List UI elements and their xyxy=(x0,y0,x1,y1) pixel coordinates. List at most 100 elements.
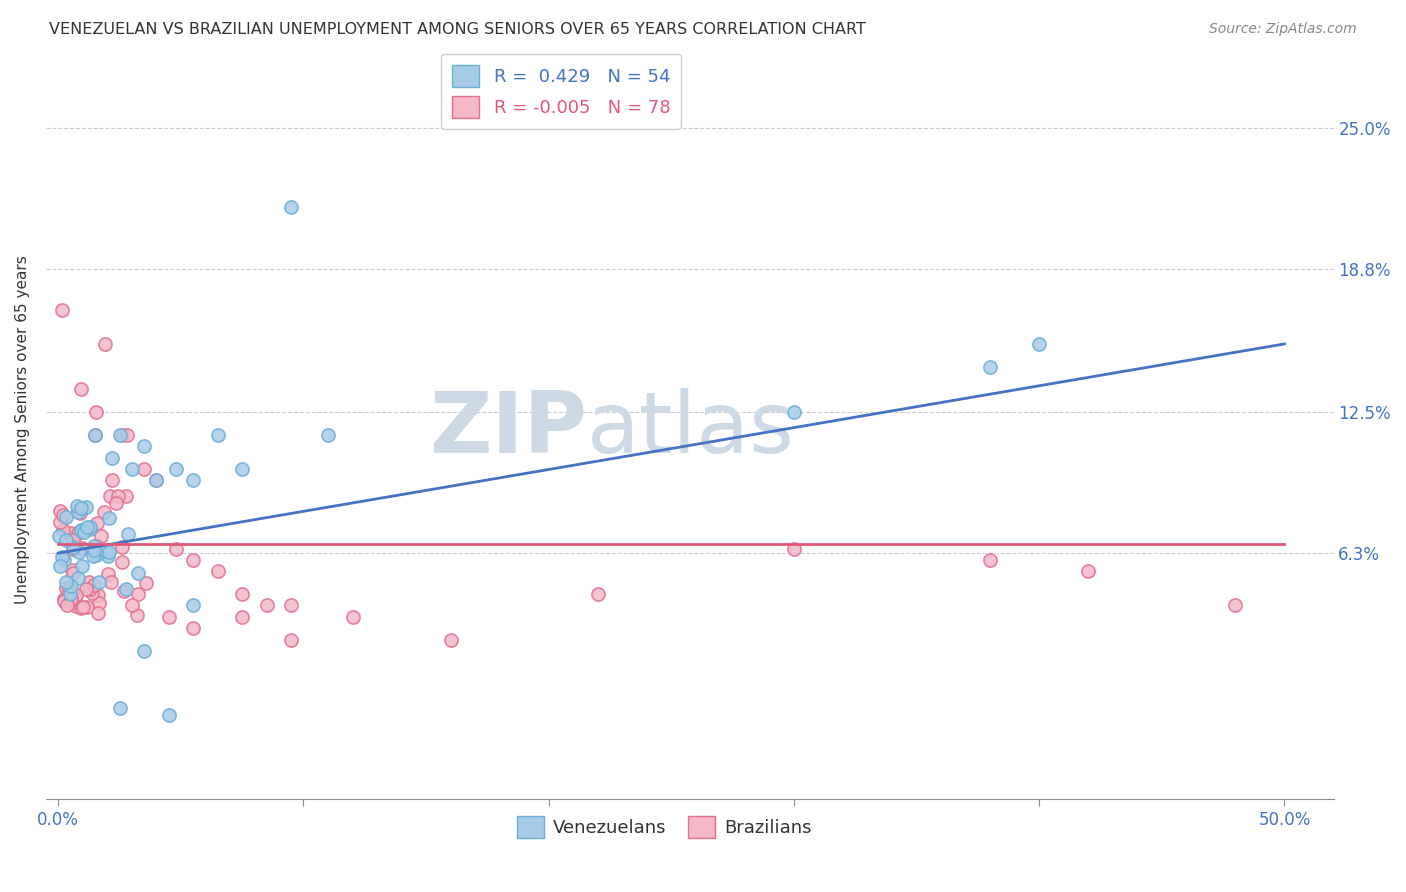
Point xyxy=(53,553,76,567)
Point xyxy=(87,588,110,602)
Point xyxy=(256,599,278,613)
Point xyxy=(280,599,302,613)
Point xyxy=(181,474,204,488)
Point xyxy=(70,524,93,538)
Point xyxy=(89,596,111,610)
Point xyxy=(59,579,82,593)
Point xyxy=(97,510,120,524)
Point xyxy=(72,559,94,574)
Point xyxy=(55,575,77,590)
Point xyxy=(1077,565,1099,579)
Text: ZIP: ZIP xyxy=(429,388,586,471)
Point xyxy=(70,601,93,615)
Point xyxy=(66,571,89,585)
Point xyxy=(84,539,107,553)
Point xyxy=(52,523,75,537)
Point xyxy=(69,506,91,520)
Point xyxy=(82,549,104,564)
Point xyxy=(112,584,135,599)
Point xyxy=(65,588,87,602)
Text: Source: ZipAtlas.com: Source: ZipAtlas.com xyxy=(1209,22,1357,37)
Point xyxy=(94,544,117,558)
Point xyxy=(66,505,89,519)
Point xyxy=(145,474,167,488)
Point xyxy=(79,519,101,533)
Point xyxy=(48,504,70,518)
Point xyxy=(115,489,138,503)
Point xyxy=(77,574,100,589)
Point xyxy=(107,489,129,503)
Point xyxy=(79,522,101,536)
Point xyxy=(56,598,79,612)
Point xyxy=(58,582,80,596)
Point xyxy=(53,594,76,608)
Point xyxy=(60,591,83,606)
Point xyxy=(280,632,302,647)
Point xyxy=(342,610,364,624)
Point xyxy=(76,519,98,533)
Point xyxy=(59,526,82,541)
Point xyxy=(86,516,108,530)
Point xyxy=(67,545,90,559)
Point xyxy=(98,545,121,559)
Point xyxy=(100,575,122,590)
Point xyxy=(165,541,187,556)
Point xyxy=(70,541,93,556)
Point xyxy=(121,599,143,613)
Point xyxy=(48,529,70,543)
Point xyxy=(55,510,77,524)
Point xyxy=(76,599,98,614)
Point xyxy=(55,533,77,548)
Point xyxy=(82,585,104,599)
Point xyxy=(165,462,187,476)
Point xyxy=(111,428,134,442)
Point xyxy=(49,559,72,574)
Point xyxy=(51,508,73,522)
Point xyxy=(62,566,84,581)
Point xyxy=(101,450,124,465)
Point xyxy=(84,428,107,442)
Text: atlas: atlas xyxy=(586,388,794,471)
Point xyxy=(111,540,134,554)
Point xyxy=(98,489,121,503)
Point xyxy=(157,610,180,624)
Point xyxy=(115,582,138,597)
Point xyxy=(1225,599,1247,613)
Point xyxy=(87,606,110,620)
Point xyxy=(89,574,111,589)
Point xyxy=(145,474,167,488)
Point xyxy=(49,515,72,529)
Point xyxy=(117,527,139,541)
Point xyxy=(440,632,463,647)
Point xyxy=(127,566,149,580)
Point xyxy=(79,582,101,596)
Point xyxy=(280,201,302,215)
Point xyxy=(75,582,97,596)
Point xyxy=(132,439,155,453)
Point xyxy=(70,501,93,516)
Point xyxy=(94,337,117,351)
Point xyxy=(207,565,229,579)
Point xyxy=(108,428,131,442)
Point xyxy=(207,428,229,442)
Legend: Venezuelans, Brazilians: Venezuelans, Brazilians xyxy=(509,809,818,846)
Point xyxy=(62,542,84,557)
Point xyxy=(127,587,149,601)
Point xyxy=(181,599,204,613)
Point xyxy=(72,524,94,539)
Point xyxy=(93,505,115,519)
Point xyxy=(72,599,94,614)
Point xyxy=(59,587,82,601)
Point xyxy=(181,621,204,635)
Point xyxy=(83,543,105,558)
Point xyxy=(70,383,93,397)
Y-axis label: Unemployment Among Seniors over 65 years: Unemployment Among Seniors over 65 years xyxy=(15,255,30,604)
Point xyxy=(783,541,806,556)
Point xyxy=(83,578,105,592)
Point xyxy=(111,555,134,569)
Point xyxy=(53,591,76,606)
Point xyxy=(84,405,107,419)
Point xyxy=(83,540,105,554)
Point xyxy=(51,549,73,564)
Text: VENEZUELAN VS BRAZILIAN UNEMPLOYMENT AMONG SENIORS OVER 65 YEARS CORRELATION CHA: VENEZUELAN VS BRAZILIAN UNEMPLOYMENT AMO… xyxy=(49,22,866,37)
